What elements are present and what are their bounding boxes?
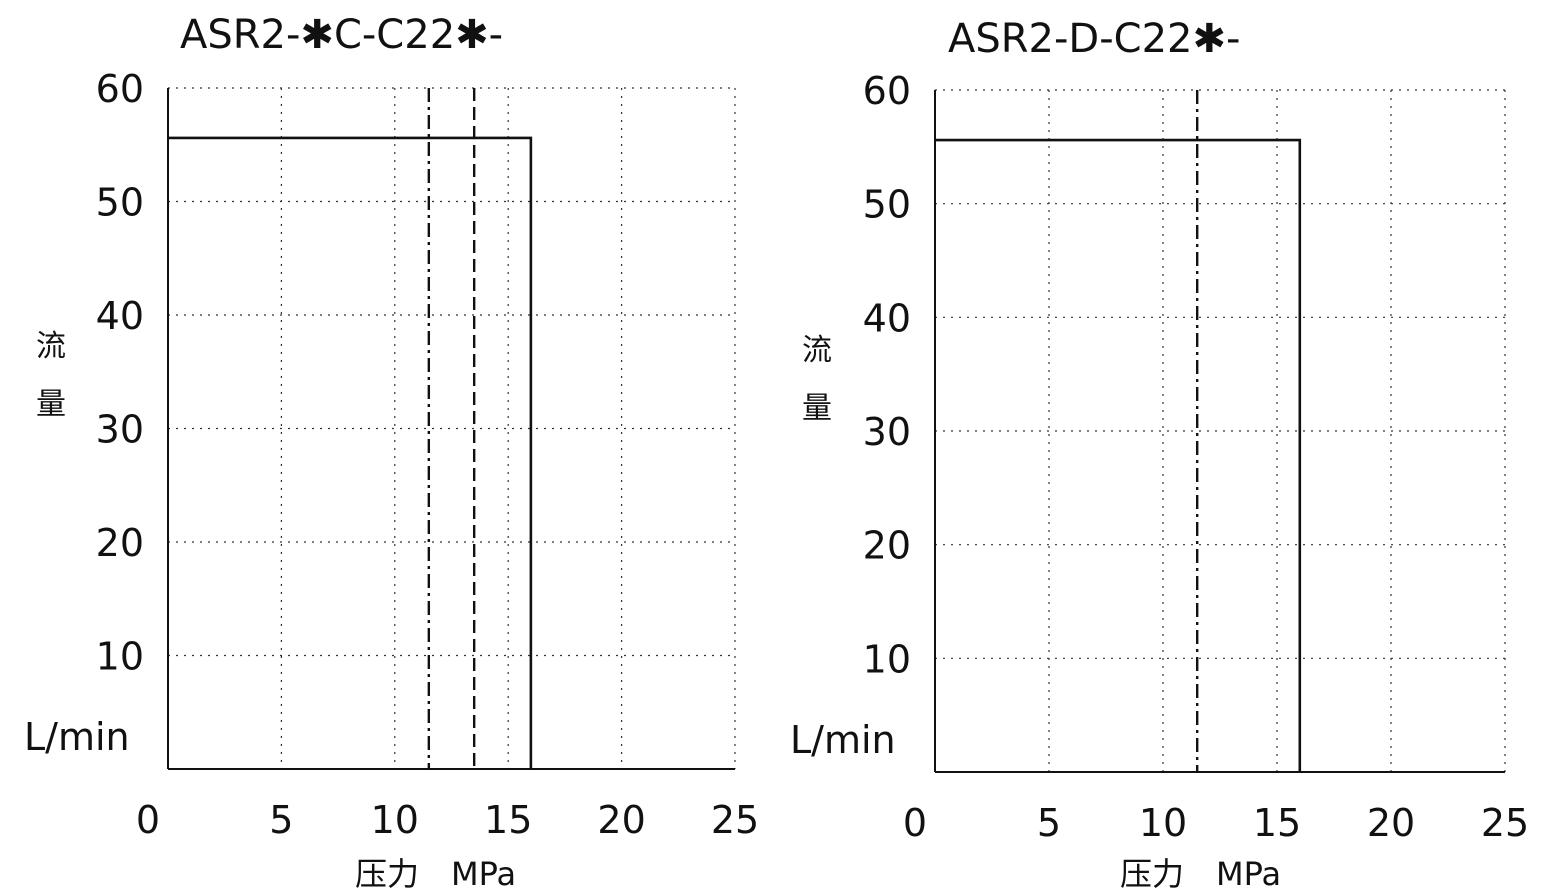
chart-title: ASR2-D-C22✱- [948, 16, 1240, 62]
y-tick-label: 10 [863, 637, 911, 681]
x-tick-label: 25 [711, 798, 759, 842]
x-tick-label: 20 [597, 798, 645, 842]
y-tick-label: 50 [96, 181, 144, 225]
y-axis-label-char-2: 量 [36, 387, 66, 422]
y-axis-label-char-1: 流 [36, 329, 66, 364]
y-unit-label: L/min [790, 718, 896, 762]
x-tick-label: 15 [484, 798, 532, 842]
series [935, 138, 1302, 772]
y-unit-label: L/min [24, 715, 130, 759]
grid [168, 87, 736, 769]
axes [167, 88, 735, 770]
y-axis-label-char-2: 量 [802, 391, 832, 426]
series-line [168, 136, 533, 769]
x-tick-label: 5 [269, 798, 293, 842]
x-tick-label: 10 [1139, 801, 1187, 845]
y-tick-label: 10 [96, 635, 144, 679]
y-tick-label: 30 [96, 408, 144, 452]
x-tick-label: 5 [1037, 801, 1061, 845]
grid [935, 89, 1506, 772]
y-tick-label: 40 [863, 296, 911, 340]
x-tick-label: 15 [1253, 801, 1301, 845]
y-tick-label: 30 [863, 410, 911, 454]
y-tick-label: 20 [863, 524, 911, 568]
x-tick-label: 10 [371, 798, 419, 842]
y-tick-label: 60 [863, 69, 911, 113]
x-tick-label: 0 [903, 801, 927, 845]
y-axis-label-char-1: 流 [802, 333, 832, 368]
y-tick-labels: 10 20 30 40 50 60 [863, 69, 911, 681]
x-tick-label: 25 [1481, 801, 1529, 845]
chart-title: ASR2-✱C-C22✱- [180, 12, 503, 58]
y-tick-labels: 10 20 30 40 50 60 [96, 67, 144, 679]
x-axis-label: 压力 MPa [1120, 855, 1281, 893]
x-tick-label: 20 [1367, 801, 1415, 845]
y-tick-label: 50 [863, 183, 911, 227]
chart-left: ASR2-✱C-C22✱- 10 20 30 40 50 60 0 5 10 15 20 25 L/… [24, 12, 759, 893]
reference-lines [427, 88, 476, 769]
y-tick-label: 60 [96, 67, 144, 111]
x-tick-label: 0 [136, 798, 160, 842]
axes [934, 90, 1505, 773]
y-tick-label: 40 [96, 294, 144, 338]
y-tick-label: 20 [96, 521, 144, 565]
series [168, 136, 533, 769]
x-tick-labels: 0 5 10 15 20 25 [136, 798, 759, 842]
x-axis-label: 压力 MPa [355, 855, 516, 893]
series-line [935, 138, 1302, 772]
x-tick-labels: 0 5 10 15 20 25 [903, 801, 1529, 845]
chart-right: ASR2-D-C22✱- 10 20 30 40 50 60 0 5 10 15 20 25 L/m… [790, 16, 1529, 893]
